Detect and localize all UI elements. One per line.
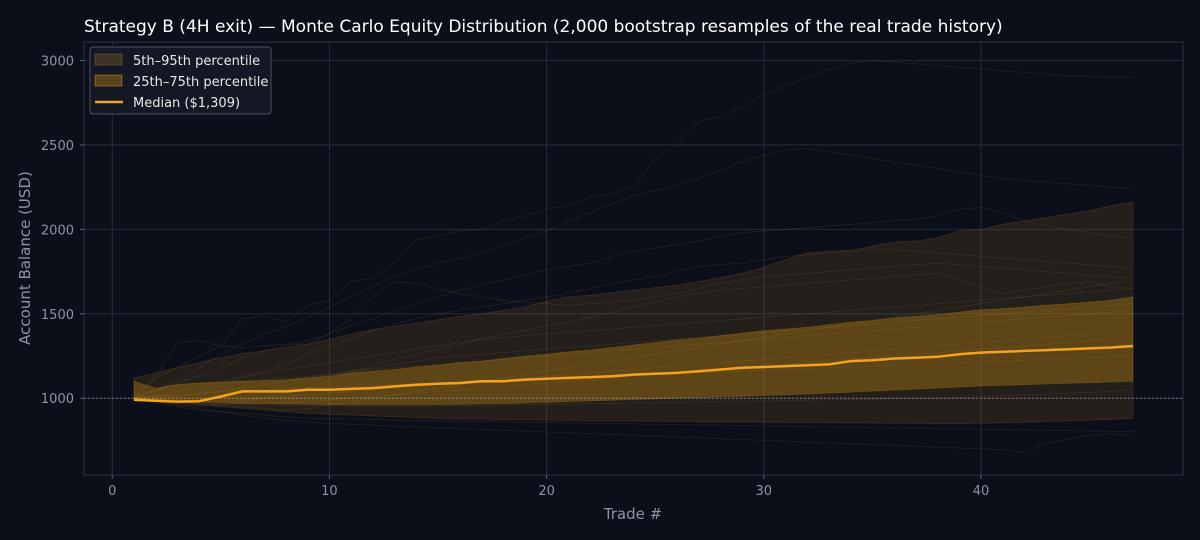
sample-path (134, 310, 1134, 399)
legend-label-inner-band: 25th–75th percentile (133, 75, 268, 90)
legend-box (89, 46, 272, 115)
x-tick-label: 0 (108, 484, 116, 499)
sample-path (133, 147, 1134, 399)
sample-path (133, 389, 1134, 408)
legend-swatch-inner-band (94, 74, 123, 87)
legend-swatch-outer-band (94, 53, 123, 66)
sample-path (133, 249, 1134, 399)
sample-path (133, 262, 1134, 399)
median-line-group (133, 344, 1134, 403)
band-25-75 (133, 296, 1134, 406)
y-tick-label: 2000 (41, 223, 74, 238)
x-tick-label: 10 (321, 484, 338, 499)
sample-path (133, 60, 1133, 399)
band-5-95 (133, 201, 1134, 424)
sample-path (133, 279, 1134, 411)
x-tick-label: 30 (756, 484, 773, 499)
x-axis-ticks: 0 10 20 30 40 (108, 475, 989, 499)
y-axis-ticks: 1000 1500 2000 2500 3000 (41, 55, 84, 407)
sample-path (133, 206, 1134, 399)
legend: 5th–95th percentile 25th–75th percentile… (89, 46, 272, 115)
y-tick-label: 2500 (41, 139, 74, 154)
x-tick-label: 40 (973, 484, 990, 499)
sample-path (133, 303, 1134, 399)
sample-path (133, 330, 1134, 403)
y-tick-label: 3000 (41, 55, 74, 70)
legend-label-outer-band: 5th–95th percentile (133, 54, 260, 69)
median-line (133, 344, 1134, 403)
y-tick-label: 1000 (41, 392, 74, 407)
sample-path (133, 397, 1134, 432)
y-tick-label: 1500 (41, 308, 74, 323)
x-tick-label: 20 (538, 484, 555, 499)
percentile-bands (133, 201, 1134, 424)
sample-path (133, 337, 1134, 405)
chart-title: Strategy B (4H exit) — Monte Carlo Equit… (84, 17, 1003, 37)
y-axis-label: Account Balance (USD) (16, 171, 34, 345)
sample-path (133, 288, 1134, 399)
x-axis-label: Trade # (603, 505, 662, 523)
legend-label-median: Median ($1,309) (133, 96, 240, 111)
sample-path (133, 397, 1134, 453)
sample-paths (133, 60, 1134, 453)
